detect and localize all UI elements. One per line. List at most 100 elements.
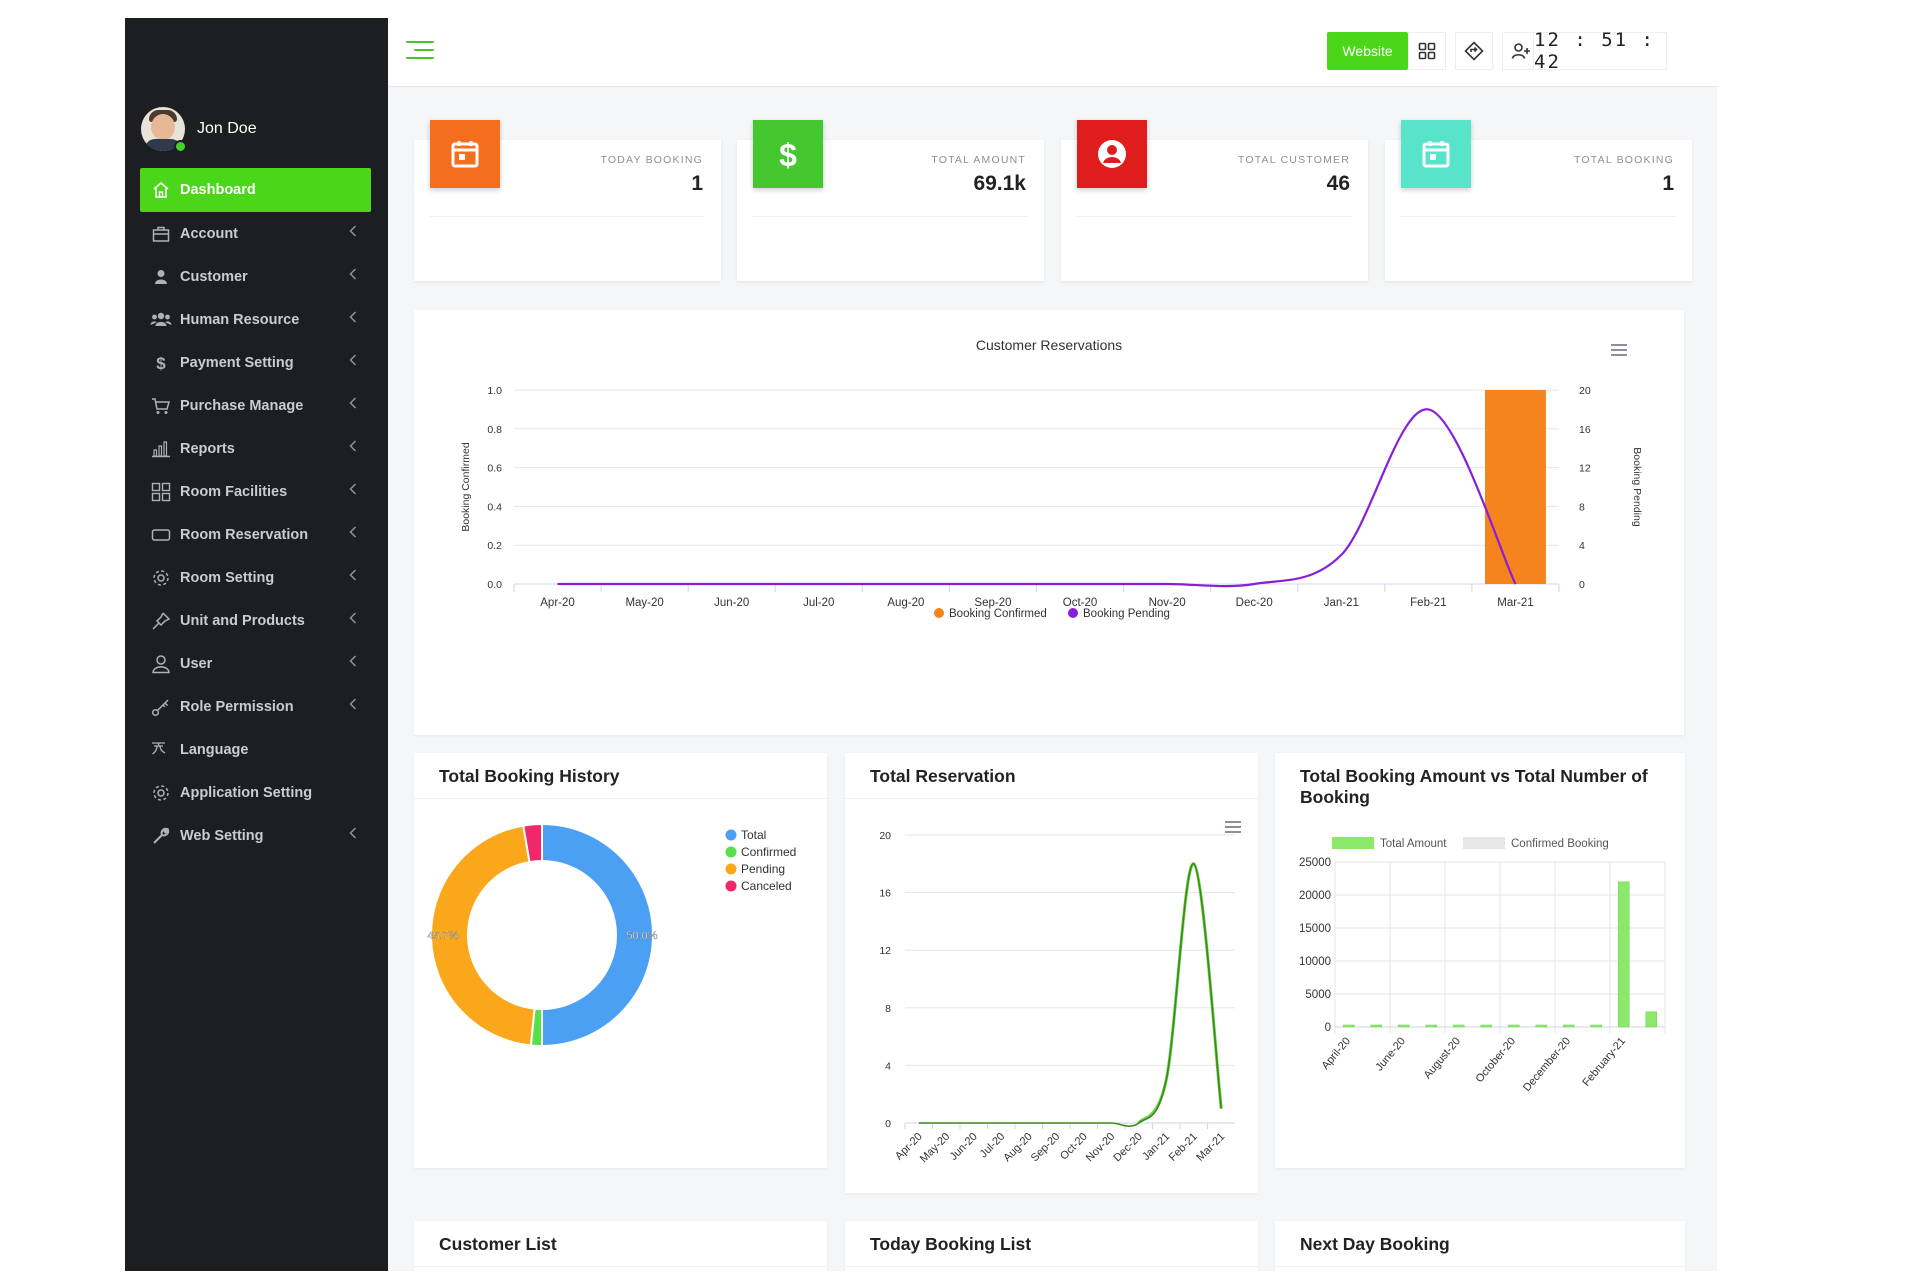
sidebar-item-account[interactable]: Account (140, 212, 371, 255)
chart-legend: Total Amount Confirmed Booking (1332, 837, 1609, 850)
y-axis-title: Booking Confirmed (460, 442, 472, 531)
avatar (141, 107, 185, 151)
line-reservations-highlight (1137, 862, 1223, 1125)
amount-vs-booking-title: Total Booking Amount vs Total Number of B… (1300, 766, 1648, 807)
y-tick-label: 0 (1325, 1022, 1331, 1034)
user-profile[interactable]: Jon Doe (141, 107, 257, 153)
sidebar-item-label: Payment Setting (180, 354, 294, 371)
legend-item-confirmed-booking: Confirmed Booking (1511, 838, 1609, 850)
grid-icon[interactable] (1408, 32, 1446, 70)
sidebar-item-language[interactable]: Language (140, 728, 371, 771)
calendar-icon (430, 120, 500, 188)
navigation-icon[interactable] (1455, 32, 1493, 70)
chevron-left-icon (349, 397, 357, 412)
sidebar-item-room-facilities[interactable]: Room Facilities (140, 470, 371, 513)
y-tick-label: 20000 (1299, 890, 1331, 902)
y2-tick-label: 4 (1579, 540, 1585, 552)
sidebar-item-room-reservation[interactable]: Room Reservation (140, 513, 371, 556)
sidebar-item-reports[interactable]: Reports (140, 427, 371, 470)
x-tick-label: Nov-20 (1084, 1131, 1118, 1165)
sidebar-item-room-setting[interactable]: Room Setting (140, 556, 371, 599)
y-tick-label: 15000 (1299, 923, 1331, 935)
svg-text:$: $ (156, 354, 166, 372)
y2-axis-title: Booking Pending (1631, 447, 1643, 527)
customer-reservations-panel: Customer Reservations 0.0 0.2 0.4 0.6 0.8 1.0 0… (414, 310, 1684, 735)
booking-history-donut-chart: 50.0% 45.7% Total Confirmed Pending Canceled (427, 822, 796, 1048)
chart-menu-icon[interactable] (1225, 821, 1241, 833)
x-tick-label: April-20 (1319, 1035, 1353, 1072)
wrench-icon (150, 826, 172, 846)
menu-toggle-icon[interactable] (406, 41, 434, 61)
y-tick-label: 10000 (1299, 956, 1331, 968)
stat-card-total-booking: TOTAL BOOKING 1 (1385, 120, 1692, 281)
x-tick-label: Aug-20 (887, 597, 924, 609)
x-tick-label: Nov-20 (1149, 597, 1186, 609)
chart-legend: Booking Confirmed Booking Pending (934, 608, 1170, 620)
customer-list-panel: Customer List (414, 1221, 827, 1271)
x-tick-label: December-20 (1521, 1035, 1573, 1094)
sidebar-item-user[interactable]: User (140, 642, 371, 685)
sidebar-item-dashboard[interactable]: Dashboard (140, 168, 371, 212)
sidebar-item-label: Web Setting (180, 827, 264, 844)
x-tick-label: Apr-20 (540, 597, 575, 609)
x-tick-label: October-20 (1473, 1035, 1518, 1085)
stat-card-total-customer: TOTAL CUSTOMER 46 (1061, 120, 1368, 281)
total-reservation-panel: Total Reservation 0 4 8 12 16 20 Apr-20 May-20 J… (845, 753, 1258, 1193)
settings-icon (150, 783, 172, 803)
y-tick-label: 0.6 (487, 463, 502, 475)
y2-tick-label: 16 (1579, 424, 1591, 436)
y2-tick-label: 12 (1579, 463, 1591, 475)
sidebar-item-label: Customer (180, 268, 248, 285)
slice-label-total: 50.0% (626, 930, 657, 942)
total-reservation-chart: 048121620Apr-20May-20Jun-20Jul-20Aug-20S… (879, 821, 1241, 1165)
bar-total-amount (1507, 1024, 1520, 1028)
sidebar-item-label: Role Permission (180, 698, 294, 715)
sidebar-item-web-setting[interactable]: Web Setting (140, 814, 371, 857)
website-button[interactable]: Website (1327, 32, 1408, 70)
sidebar-item-unit-and-products[interactable]: Unit and Products (140, 599, 371, 642)
y-tick-label: 0.0 (487, 579, 502, 591)
y-tick-label: 20 (879, 830, 891, 842)
sidebar-item-customer[interactable]: Customer (140, 255, 371, 298)
sidebar-item-label: User (180, 655, 213, 672)
x-tick-label: June-20 (1373, 1035, 1408, 1073)
stat-card-today-booking: TODAY BOOKING 1 (414, 120, 721, 281)
bar-total-amount (1480, 1024, 1493, 1028)
sidebar-item-purchase-manage[interactable]: Purchase Manage (140, 384, 371, 427)
sidebar-item-role-permission[interactable]: Role Permission (140, 685, 371, 728)
y2-tick-label: 8 (1579, 501, 1585, 513)
sidebar-item-label: Room Reservation (180, 526, 309, 543)
next-day-booking-title: Next Day Booking (1300, 1234, 1450, 1254)
x-tick-label: May-20 (625, 597, 663, 609)
slice-label-pending: 45.7% (427, 930, 458, 942)
total-reservation-title: Total Reservation (870, 766, 1016, 786)
bar-total-amount (1452, 1024, 1465, 1028)
user-outline-icon (150, 654, 172, 674)
stat-label: TOTAL AMOUNT (931, 154, 1026, 166)
legend-item-confirmed: Confirmed (741, 845, 796, 859)
chevron-left-icon (349, 483, 357, 498)
chevron-left-icon (349, 440, 357, 455)
slice-canceled (522, 822, 543, 864)
next-day-booking-panel: Next Day Booking (1275, 1221, 1685, 1271)
customer-list-title: Customer List (439, 1234, 557, 1254)
x-tick-label: February-21 (1580, 1035, 1628, 1089)
sidebar-item-label: Reports (180, 440, 235, 457)
sidebar-item-label: Account (180, 225, 238, 242)
sidebar-item-label: Human Resource (180, 311, 300, 328)
sidebar-item-application-setting[interactable]: Application Setting (140, 771, 371, 814)
bar-total-amount (1617, 881, 1630, 1028)
chart-menu-icon[interactable] (1611, 344, 1627, 356)
sidebar-item-label: Room Facilities (180, 483, 288, 500)
y-tick-label: 0 (885, 1118, 891, 1130)
stat-value: 46 (1326, 172, 1350, 195)
booking-history-panel: Total Booking History 50.0% 45.7% Total Con… (414, 753, 827, 1168)
sidebar-item-payment-setting[interactable]: $ Payment Setting (140, 341, 371, 384)
x-tick-label: Aug-20 (1001, 1131, 1035, 1165)
y-tick-label: 16 (879, 888, 891, 900)
sidebar-item-human-resource[interactable]: Human Resource (140, 298, 371, 341)
x-tick-label: Mar-21 (1194, 1131, 1227, 1164)
users-icon (150, 310, 172, 330)
clock-display: 12 : 51 : 42 (1533, 29, 1667, 73)
chevron-left-icon (349, 569, 357, 584)
